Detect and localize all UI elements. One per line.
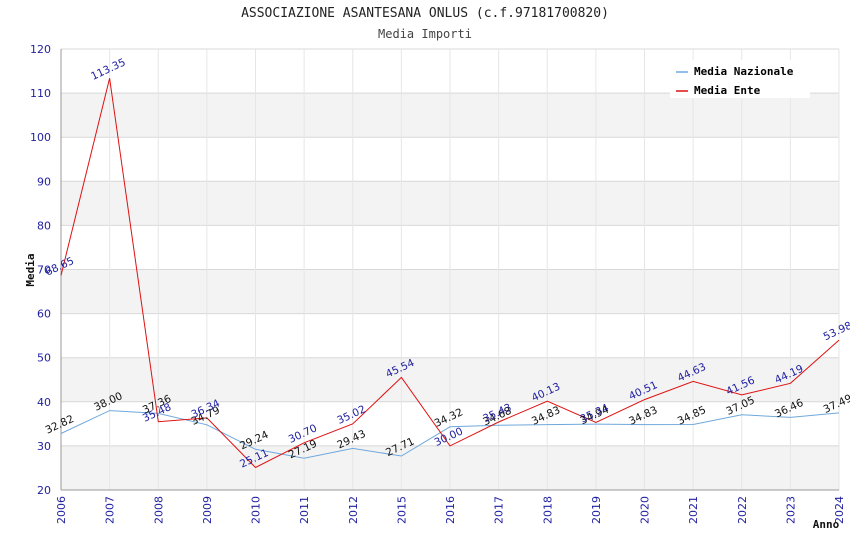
y-tick-label: 80	[37, 219, 51, 232]
data-label-ente: 53.98	[822, 320, 850, 344]
x-tick-labels: 2006 2007 2008 2009 2010 2011 2012 2015 2016 2017…	[55, 496, 846, 524]
y-tick-label: 70	[37, 264, 51, 277]
x-tick-label: 2007	[104, 496, 117, 524]
x-tick-label: 2023	[784, 496, 797, 524]
y-tick-label: 100	[30, 131, 51, 144]
y-tick-labels: 20 30 40 50 60 70 80 90 100 110 120	[30, 43, 51, 497]
y-tick-label: 50	[37, 352, 51, 365]
x-tick-label: 2011	[298, 496, 311, 524]
axes	[60, 49, 839, 491]
data-label-ente: 35.02	[335, 403, 367, 427]
data-label-nazionale: 32.82	[44, 413, 76, 437]
y-tick-label: 120	[30, 43, 51, 56]
y-axis-label: Media	[24, 253, 37, 286]
y-tick-label: 30	[37, 440, 51, 453]
x-tick-label: 2019	[590, 496, 603, 524]
y-tick-label: 110	[30, 87, 51, 100]
legend-box	[670, 60, 810, 98]
legend-entry-ente: Media Ente	[694, 84, 761, 97]
x-tick-label: 2024	[833, 496, 846, 524]
grid-lines	[60, 48, 840, 491]
x-tick-label: 2021	[687, 496, 700, 524]
x-tick-label: 2018	[541, 496, 554, 524]
chart-subtitle: Media Importi	[378, 27, 472, 41]
x-axis-label: Anno	[813, 518, 840, 531]
data-label-ente: 113.35	[89, 56, 127, 82]
y-tick-label: 90	[37, 175, 51, 188]
y-tick-label: 40	[37, 396, 51, 409]
chart-title: ASSOCIAZIONE ASANTESANA ONLUS (c.f.97181…	[241, 6, 609, 21]
x-tick-label: 2015	[395, 496, 408, 524]
series-line-ente	[60, 78, 840, 469]
x-tick-label: 2006	[55, 496, 68, 524]
x-tick-label: 2010	[250, 496, 263, 524]
x-tick-label: 2017	[493, 496, 506, 524]
x-tick-label: 2016	[444, 496, 457, 524]
legend-entry-nazionale: Media Nazionale	[694, 65, 794, 78]
x-tick-label: 2022	[736, 496, 749, 524]
y-tick-label: 20	[37, 484, 51, 497]
y-tick-label: 60	[37, 308, 51, 321]
x-tick-label: 2009	[201, 496, 214, 524]
series-line-nazionale	[60, 410, 840, 459]
x-tick-label: 2012	[347, 496, 360, 524]
x-tick-label: 2008	[152, 496, 165, 524]
legend: Media Nazionale Media Ente	[670, 60, 810, 98]
x-tick-label: 2020	[639, 496, 652, 524]
series-lines	[60, 78, 840, 469]
